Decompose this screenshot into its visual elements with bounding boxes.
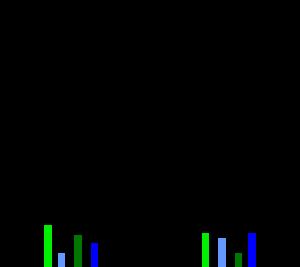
Bar <box>44 225 52 267</box>
Bar <box>218 238 226 267</box>
Bar <box>202 233 209 267</box>
Bar <box>235 253 242 267</box>
Bar <box>91 243 98 267</box>
Bar <box>58 253 65 267</box>
Bar <box>74 235 82 267</box>
Bar <box>248 233 256 267</box>
